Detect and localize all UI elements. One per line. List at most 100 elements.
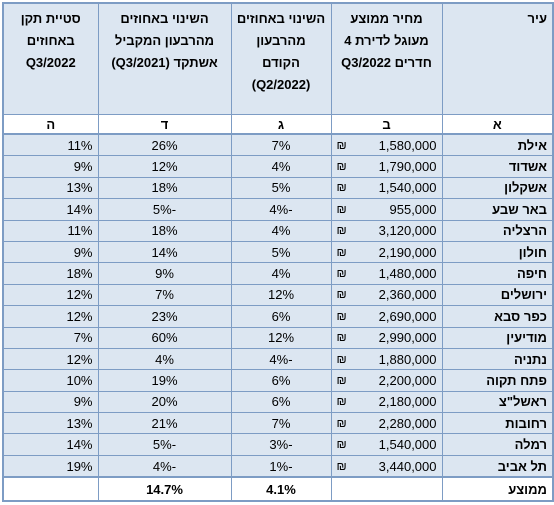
cell: חיפה xyxy=(441,262,554,285)
cell: 23% xyxy=(97,305,232,328)
price-value: 2,180,000 xyxy=(378,394,437,410)
price-value: 1,880,000 xyxy=(378,351,437,367)
data-row: אילת 1,580,000 ₪ 7% 26% 11% xyxy=(2,133,554,157)
cell: באר שבע xyxy=(441,198,554,221)
price-value: 1,540,000 xyxy=(378,180,437,196)
price-value: 955,000 xyxy=(389,201,437,217)
cell: אילת xyxy=(441,133,554,157)
currency-symbol: ₪ xyxy=(336,244,347,259)
data-row: כפר סבא 2,690,000 ₪ 6% 23% 12% xyxy=(2,305,554,328)
cell: 13% xyxy=(2,412,99,435)
column-header: השינוי באחוזים מהרבעון הקודם (Q2/2022) xyxy=(230,2,332,115)
cell: 10% xyxy=(2,369,99,392)
data-row: נתניה 1,880,000 ₪ -4% 4% 12% xyxy=(2,347,554,371)
cell: רחובות xyxy=(441,412,554,435)
price-cell: 1,580,000 ₪ xyxy=(330,133,443,157)
cell: 7% xyxy=(230,412,332,435)
currency-symbol: ₪ xyxy=(336,394,347,409)
price-cell: 2,190,000 ₪ xyxy=(330,240,443,264)
cell: 26% xyxy=(97,133,232,157)
cell: 6% xyxy=(230,305,332,328)
cell: מודיעין xyxy=(441,326,554,349)
cell: -5% xyxy=(97,198,232,221)
data-row: רמלה 1,540,000 ₪ -3% -5% 14% xyxy=(2,433,554,456)
price-cell: 1,540,000 ₪ xyxy=(330,433,443,456)
currency-symbol: ₪ xyxy=(336,330,347,345)
cell: תל אביב xyxy=(441,454,554,478)
currency-symbol: ₪ xyxy=(336,180,347,195)
data-row: ראשל"צ 2,180,000 ₪ 6% 20% 9% xyxy=(2,390,554,414)
cell: 4% xyxy=(97,347,232,371)
price-value: 1,580,000 xyxy=(378,137,437,153)
cell: אשדוד xyxy=(441,155,554,178)
cell: רמלה xyxy=(441,433,554,456)
cell: כפר סבא xyxy=(441,305,554,328)
cell: 13% xyxy=(2,176,99,200)
cell: 11% xyxy=(2,219,99,242)
column-header: סטיית תקן באחוזים Q3/2022 xyxy=(2,2,99,115)
currency-symbol: ₪ xyxy=(336,159,347,174)
cell: -3% xyxy=(230,433,332,456)
cell: 5% xyxy=(230,240,332,264)
price-value: 1,540,000 xyxy=(378,437,437,453)
data-row: מודיעין 2,990,000 ₪ 12% 60% 7% xyxy=(2,326,554,349)
cell: 9% xyxy=(97,262,232,285)
cell: 12% xyxy=(97,155,232,178)
currency-symbol: ₪ xyxy=(336,458,347,473)
cell: 14% xyxy=(2,198,99,221)
cell: -4% xyxy=(97,454,232,478)
cell: הרצליה xyxy=(441,219,554,242)
currency-symbol: ₪ xyxy=(336,372,347,387)
cell: 18% xyxy=(97,219,232,242)
price-cell: 2,280,000 ₪ xyxy=(330,412,443,435)
cell: 14% xyxy=(97,240,232,264)
cell: 6% xyxy=(230,390,332,414)
data-row: באר שבע 955,000 ₪ -4% -5% 14% xyxy=(2,198,554,221)
cell: -5% xyxy=(97,433,232,456)
currency-symbol: ₪ xyxy=(336,351,347,366)
cell: 4% xyxy=(230,262,332,285)
cell: 9% xyxy=(2,240,99,264)
price-cell: 3,440,000 ₪ xyxy=(330,454,443,478)
cell: נתניה xyxy=(441,347,554,371)
cell: אשקלון xyxy=(441,176,554,200)
currency-symbol: ₪ xyxy=(336,287,347,302)
currency-symbol: ₪ xyxy=(336,415,347,430)
cell: 18% xyxy=(97,176,232,200)
cell: 14% xyxy=(2,433,99,456)
cell: 18% xyxy=(2,262,99,285)
cell: 4% xyxy=(230,155,332,178)
price-value: 2,190,000 xyxy=(378,244,437,260)
currency-symbol: ₪ xyxy=(336,201,347,216)
data-row: פתח תקוה 2,200,000 ₪ 6% 19% 10% xyxy=(2,369,554,392)
cell: 19% xyxy=(97,369,232,392)
data-row: ירושלים 2,360,000 ₪ 12% 7% 12% xyxy=(2,283,554,307)
cell: 21% xyxy=(97,412,232,435)
cell: 12% xyxy=(230,326,332,349)
average-quarter: 4.1% xyxy=(230,476,332,502)
average-year: 14.7% xyxy=(97,476,232,502)
data-row: אשדוד 1,790,000 ₪ 4% 12% 9% xyxy=(2,155,554,178)
header-row: עיר מחיר ממוצע מעוגל לדירת 4 חדרים Q3/202… xyxy=(2,2,554,115)
price-cell: 1,790,000 ₪ xyxy=(330,155,443,178)
data-row: רחובות 2,280,000 ₪ 7% 21% 13% xyxy=(2,412,554,435)
cell: פתח תקוה xyxy=(441,369,554,392)
cell: ירושלים xyxy=(441,283,554,307)
price-cell: 1,480,000 ₪ xyxy=(330,262,443,285)
empty-cell xyxy=(2,476,99,502)
price-cell: 2,690,000 ₪ xyxy=(330,305,443,328)
cell: 5% xyxy=(230,176,332,200)
price-cell: 1,880,000 ₪ xyxy=(330,347,443,371)
price-cell: 2,360,000 ₪ xyxy=(330,283,443,307)
empty-cell xyxy=(330,476,443,502)
column-letter: ב xyxy=(330,114,443,135)
column-header: עיר xyxy=(441,2,554,115)
cell: 12% xyxy=(2,347,99,371)
cell: 19% xyxy=(2,454,99,478)
cell: ראשל"צ xyxy=(441,390,554,414)
price-cell: 2,990,000 ₪ xyxy=(330,326,443,349)
currency-symbol: ₪ xyxy=(336,437,347,452)
currency-symbol: ₪ xyxy=(336,266,347,281)
